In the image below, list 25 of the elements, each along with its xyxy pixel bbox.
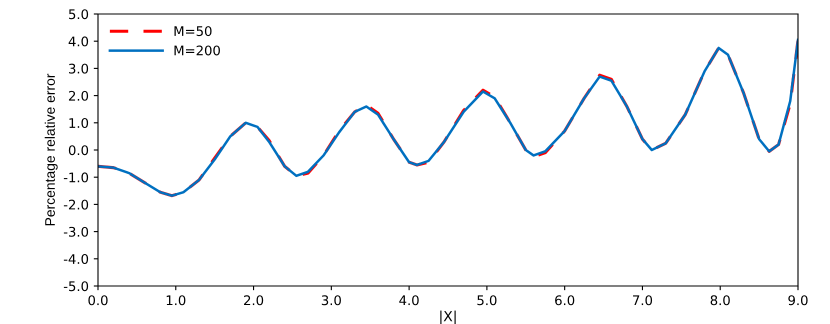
y-tick-label: 0.0 — [68, 145, 88, 156]
y-tick-label: 3.0 — [68, 64, 88, 74]
x-tick-label: 6.0 — [555, 295, 574, 306]
x-tick-label: 3.0 — [322, 295, 341, 306]
y-tick-label: -5.0 — [64, 281, 88, 292]
legend-label: M=200 — [174, 45, 220, 56]
x-tick-label: 0.0 — [88, 295, 108, 306]
y-axis-title: Percentage relative error — [44, 74, 58, 226]
x-tick-label: 5.0 — [477, 295, 497, 306]
y-tick-label: -4.0 — [64, 254, 88, 264]
y-tick-label: -3.0 — [64, 226, 88, 237]
x-tick-label: 4.0 — [399, 295, 419, 306]
x-tick-label: 9.0 — [788, 295, 808, 306]
y-tick-label: 1.0 — [69, 118, 88, 128]
x-tick-label: 2.0 — [244, 295, 264, 306]
y-tick-label: 2.0 — [68, 90, 88, 101]
y-tick-label: -2.0 — [64, 200, 88, 210]
x-tick-label: 7.0 — [633, 295, 652, 306]
legend-label: M=50 — [174, 26, 212, 36]
x-tick-label: 1.0 — [166, 295, 186, 306]
x-tick-label: 8.0 — [710, 295, 730, 306]
y-tick-label: 4.0 — [68, 36, 88, 46]
y-tick-label: 5.0 — [69, 9, 88, 20]
x-axis-title: |X| — [440, 310, 456, 324]
y-tick-label: -1.0 — [64, 172, 88, 182]
